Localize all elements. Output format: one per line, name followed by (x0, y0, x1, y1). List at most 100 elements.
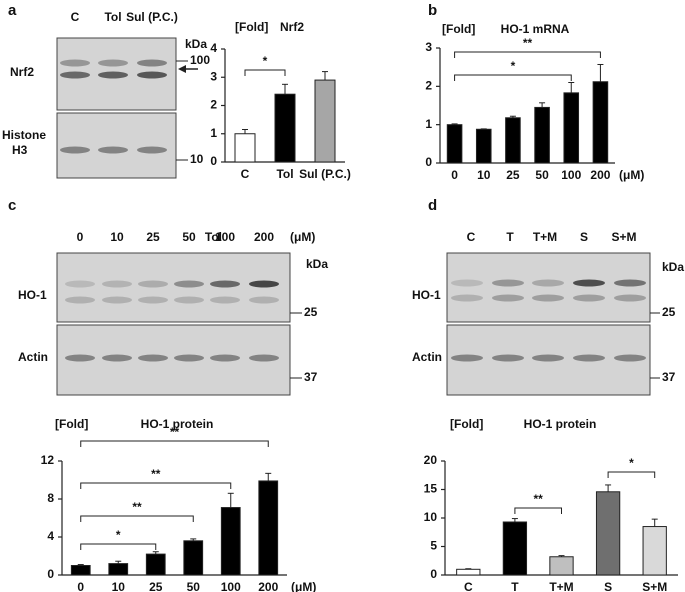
x-tick-label: Sul (P.C.) (299, 167, 351, 181)
significance-bracket (607, 471, 656, 478)
band (102, 296, 132, 304)
significance-bracket (454, 74, 572, 81)
y-tick-label: 12 (41, 453, 55, 467)
marker-label: 10 (190, 152, 204, 166)
bar (549, 556, 574, 576)
x-tick-label: C (464, 580, 473, 592)
significance-bracket (244, 69, 286, 76)
band (532, 354, 564, 362)
band (138, 280, 168, 288)
x-tick-label: 0 (77, 580, 84, 592)
y-tick-label: 8 (47, 491, 54, 505)
band (249, 280, 279, 288)
y-tick-label: 10 (424, 510, 438, 524)
y-axis-label: [Fold] (450, 417, 483, 431)
significance-label: * (116, 528, 121, 542)
x-tick-label: 100 (221, 580, 241, 592)
significance-label: * (263, 54, 268, 68)
band (451, 294, 483, 302)
y-tick-label: 3 (425, 40, 432, 54)
bar (108, 563, 129, 576)
row-label: Nrf2 (10, 65, 34, 79)
significance-label: ** (132, 500, 142, 514)
y-tick-label: 5 (430, 539, 437, 553)
band (138, 296, 168, 304)
bar (234, 133, 256, 163)
arrow-head (178, 65, 186, 73)
x-tick-label: C (241, 167, 250, 181)
band (102, 354, 132, 362)
panel-letter: b (428, 2, 437, 19)
band (614, 354, 646, 362)
band (532, 279, 564, 287)
band (98, 71, 128, 79)
bar (70, 565, 91, 576)
blot (446, 324, 651, 396)
significance-bracket (80, 482, 232, 489)
panel-letter: d (428, 197, 437, 214)
y-tick-label: 4 (210, 41, 217, 55)
bar (183, 540, 204, 576)
lane-label: C (71, 10, 80, 24)
significance-label: ** (151, 467, 161, 481)
lane-label: T+M (533, 230, 557, 244)
chart-title: HO-1 mRNA (501, 22, 570, 36)
y-tick-label: 20 (424, 453, 438, 467)
band (249, 296, 279, 304)
y-axis-label: [Fold] (55, 417, 88, 431)
bar (258, 480, 279, 576)
y-tick-label: 3 (210, 69, 217, 83)
y-tick-label: 0 (210, 154, 217, 168)
band (492, 279, 524, 287)
row-label: H3 (12, 143, 28, 157)
kda-label: kDa (306, 257, 328, 271)
marker-label: 37 (304, 370, 318, 384)
lane-label: T (506, 230, 514, 244)
significance-label: ** (170, 425, 180, 439)
band (137, 71, 167, 79)
bar (592, 81, 609, 164)
significance-bracket (454, 51, 601, 58)
marker-label: 37 (662, 370, 676, 384)
y-tick-label: 2 (210, 98, 217, 112)
band (249, 354, 279, 362)
band (614, 279, 646, 287)
x-tick-label: 10 (477, 168, 491, 182)
x-tick-label: 0 (451, 168, 458, 182)
band (102, 280, 132, 288)
lane-label: 100 (215, 230, 235, 244)
lane-unit: (μM) (290, 230, 315, 244)
lane-label: 0 (77, 230, 84, 244)
bar (505, 117, 521, 164)
band (98, 59, 128, 67)
band (65, 280, 95, 288)
lane-label: 10 (110, 230, 124, 244)
x-tick-label: 200 (258, 580, 278, 592)
x-tick-label: 200 (590, 168, 610, 182)
band (174, 296, 204, 304)
row-label: Histone (2, 128, 46, 142)
kda-label: kDa (185, 37, 207, 51)
chart-title: HO-1 protein (524, 417, 597, 431)
band (210, 296, 240, 304)
band (60, 146, 90, 154)
significance-bracket (80, 440, 269, 447)
band (65, 354, 95, 362)
bar (274, 93, 296, 163)
x-tick-label: 50 (535, 168, 549, 182)
significance-label: ** (534, 492, 544, 506)
band (137, 59, 167, 67)
band (138, 354, 168, 362)
bar (446, 124, 463, 164)
lane-label: S (580, 230, 588, 244)
band (60, 71, 90, 79)
y-tick-label: 0 (425, 155, 432, 169)
bar (534, 106, 550, 164)
x-tick-label: T+M (549, 580, 573, 592)
blot (56, 112, 177, 179)
bar (456, 568, 481, 576)
bar (314, 79, 336, 163)
bar (563, 92, 580, 164)
lane-label: Sul (P.C.) (126, 10, 178, 24)
